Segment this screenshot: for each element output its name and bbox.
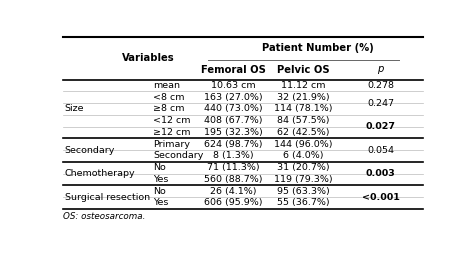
Text: $p$: $p$: [377, 64, 384, 76]
Text: Yes: Yes: [153, 198, 168, 207]
Text: 84 (57.5%): 84 (57.5%): [277, 116, 330, 125]
Text: No: No: [153, 187, 166, 196]
Text: 0.054: 0.054: [367, 146, 394, 155]
Text: 32 (21.9%): 32 (21.9%): [277, 93, 330, 102]
Text: <8 cm: <8 cm: [153, 93, 184, 102]
Text: 119 (79.3%): 119 (79.3%): [274, 175, 333, 184]
Text: Primary: Primary: [153, 140, 190, 149]
Text: ≥8 cm: ≥8 cm: [153, 104, 184, 114]
Text: 624 (98.7%): 624 (98.7%): [204, 140, 263, 149]
Text: 0.247: 0.247: [367, 99, 394, 108]
Text: 26 (4.1%): 26 (4.1%): [210, 187, 257, 196]
Text: Size: Size: [65, 104, 84, 114]
Text: Chemotherapy: Chemotherapy: [65, 169, 136, 178]
Text: 71 (11.3%): 71 (11.3%): [208, 163, 260, 172]
Text: 0.027: 0.027: [365, 122, 396, 131]
Text: 408 (67.7%): 408 (67.7%): [204, 116, 263, 125]
Text: Femoral OS: Femoral OS: [201, 65, 266, 75]
Text: <12 cm: <12 cm: [153, 116, 191, 125]
Text: 8 (1.3%): 8 (1.3%): [213, 151, 254, 160]
Text: 606 (95.9%): 606 (95.9%): [204, 198, 263, 207]
Text: 163 (27.0%): 163 (27.0%): [204, 93, 263, 102]
Text: 55 (36.7%): 55 (36.7%): [277, 198, 330, 207]
Text: Variables: Variables: [122, 53, 174, 63]
Text: Surgical resection: Surgical resection: [65, 192, 150, 201]
Text: 11.12 cm: 11.12 cm: [281, 81, 326, 90]
Text: No: No: [153, 163, 166, 172]
Text: Pelvic OS: Pelvic OS: [277, 65, 330, 75]
Text: 95 (63.3%): 95 (63.3%): [277, 187, 330, 196]
Text: 144 (96.0%): 144 (96.0%): [274, 140, 333, 149]
Text: 31 (20.7%): 31 (20.7%): [277, 163, 330, 172]
Text: 440 (73.0%): 440 (73.0%): [204, 104, 263, 114]
Text: mean: mean: [153, 81, 180, 90]
Text: ≥12 cm: ≥12 cm: [153, 128, 191, 137]
Text: Yes: Yes: [153, 175, 168, 184]
Text: 10.63 cm: 10.63 cm: [211, 81, 256, 90]
Text: 0.003: 0.003: [366, 169, 396, 178]
Text: 6 (4.0%): 6 (4.0%): [283, 151, 324, 160]
Text: OS: osteosarcoma.: OS: osteosarcoma.: [63, 212, 146, 221]
Text: 0.278: 0.278: [367, 81, 394, 90]
Text: <0.001: <0.001: [362, 192, 400, 201]
Text: Secondary: Secondary: [153, 151, 203, 160]
Text: 195 (32.3%): 195 (32.3%): [204, 128, 263, 137]
Text: Patient Number (%): Patient Number (%): [262, 43, 374, 53]
Text: 114 (78.1%): 114 (78.1%): [274, 104, 333, 114]
Text: 560 (88.7%): 560 (88.7%): [204, 175, 263, 184]
Text: Secondary: Secondary: [65, 146, 115, 155]
Text: 62 (42.5%): 62 (42.5%): [277, 128, 330, 137]
